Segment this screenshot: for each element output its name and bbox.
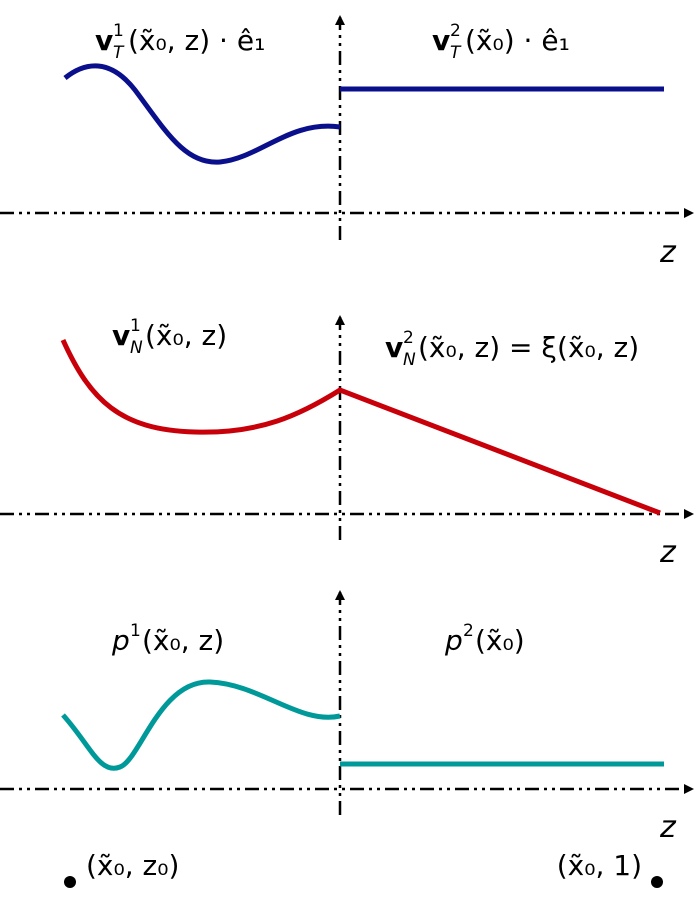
label-sup: 1 (130, 621, 141, 641)
label-rest: (x̃₀) (475, 624, 525, 657)
axis-label: z (659, 235, 677, 270)
label-rest: (x̃₀, z) (145, 319, 227, 352)
point-dot (651, 876, 663, 888)
label-sup: 1 (130, 316, 141, 336)
label-base: v (432, 24, 450, 57)
label-rest: (x̃₀, z) = ξ(x̃₀, z) (418, 331, 639, 364)
label-sup: 1 (113, 21, 124, 41)
label-rest: (x̃₀) · ê₁ (465, 24, 570, 57)
label-base: p (444, 624, 463, 657)
curve-left (63, 63, 341, 165)
label-sub: T (450, 43, 462, 63)
label-sup: 2 (463, 621, 474, 641)
label-sub: T (113, 43, 125, 63)
label-base: v (95, 24, 113, 57)
label-base: v (112, 319, 130, 352)
panel-pressure: p 1 (x̃₀, z) p 2 (x̃₀) z (0, 590, 694, 845)
label-base: v (385, 331, 403, 364)
point-label: (x̃₀, z₀) (86, 849, 179, 882)
axis-label: z (659, 535, 677, 570)
curve-left (61, 679, 341, 771)
point-label: (x̃₀, 1) (557, 849, 642, 882)
curve (60, 338, 661, 516)
panel-normal: v 1 N (x̃₀, z) v 2 N (x̃₀, z) = ξ(x̃₀, z… (0, 315, 694, 570)
axis-label: z (659, 810, 677, 845)
label-sub: N (130, 338, 143, 358)
point-dot (64, 876, 76, 888)
label-rest: (x̃₀, z) · ê₁ (128, 24, 265, 57)
label-sub: N (403, 350, 416, 370)
label-sup: 2 (450, 21, 461, 41)
label-base: p (111, 624, 130, 657)
label-sup: 2 (403, 328, 414, 348)
panel-tangential: v 1 T (x̃₀, z) · ê₁ v 2 T (x̃₀) · ê₁ z (0, 15, 694, 270)
label-rest: (x̃₀, z) (142, 624, 224, 657)
